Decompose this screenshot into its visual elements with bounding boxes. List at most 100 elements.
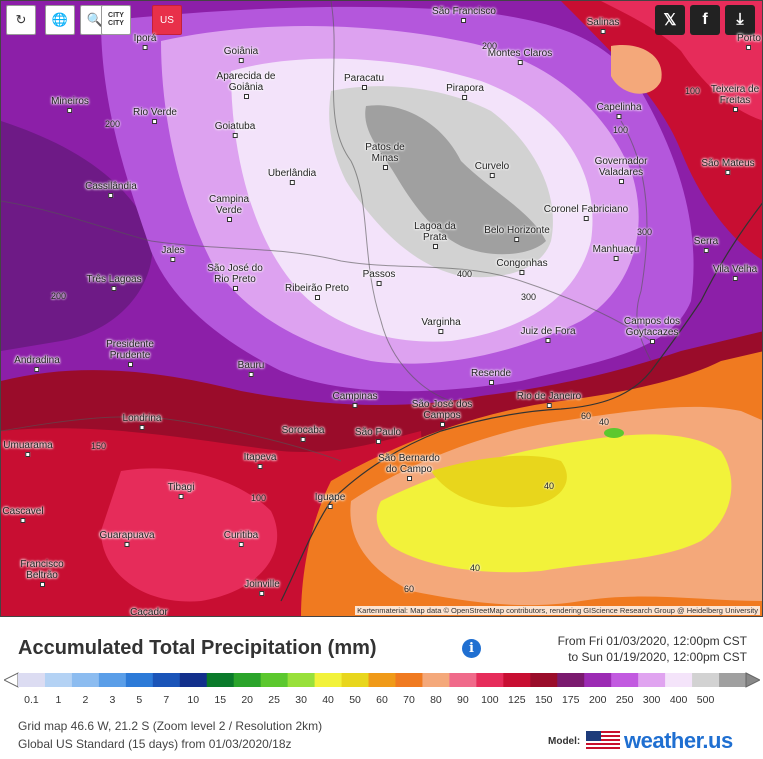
city-name: Tibagi: [167, 482, 195, 493]
city-marker: [406, 476, 412, 481]
legend-max-arrow: [745, 672, 760, 688]
city-label: Coronel Fabriciano: [544, 204, 628, 221]
precipitation-map[interactable]: ↻ 🌐 🔍 CITY CITY US 𝕏 f ⤓ São Francisco Sal…: [0, 0, 763, 617]
city-name: Governador Valadares: [594, 156, 648, 178]
city-marker: [376, 281, 382, 286]
legend-label: 250: [615, 694, 634, 706]
city-label: Cassilândia: [85, 181, 137, 198]
city-name: Caçador: [130, 607, 168, 617]
city-name: Campinas: [332, 391, 378, 402]
city-marker: [732, 276, 738, 281]
city-label: Resende: [471, 368, 511, 385]
legend-label: 40: [322, 694, 334, 706]
city-label: Congonhas: [496, 258, 548, 275]
legend-label: 15: [214, 694, 227, 706]
city-name: Presidente Prudente: [106, 339, 154, 361]
city-name: Patos de Minas: [365, 142, 405, 164]
city-name: Campos dos Goytacazes: [623, 316, 681, 338]
us-units-button[interactable]: US: [152, 5, 182, 35]
reload-button[interactable]: ↻: [6, 5, 36, 35]
legend-label: 60: [376, 694, 388, 706]
city-name: Varginha: [421, 317, 461, 328]
us-flag-icon: [586, 731, 620, 751]
city-label: Três Lagoas: [86, 274, 142, 291]
city-name: Andradina: [14, 355, 60, 366]
city-label: Curitiba: [224, 530, 258, 547]
city-label: São José dos Campos: [409, 399, 475, 427]
isoline-label: 100: [613, 125, 629, 135]
isoline-label: 300: [637, 227, 653, 237]
city-label: Jales: [161, 245, 185, 262]
isoline-label: 40: [470, 563, 481, 573]
legend-label: 150: [535, 694, 553, 706]
legend-label: 2: [82, 694, 89, 706]
city-label: Belo Horizonte: [484, 225, 550, 242]
city-marker: [232, 133, 238, 138]
legend-label: 80: [430, 694, 442, 706]
date-from: From Fri 01/03/2020, 12:00pm CST: [557, 634, 747, 648]
download-button[interactable]: ⤓: [725, 5, 755, 35]
isoline-label: 200: [482, 41, 498, 51]
globe-icon: 🌐: [51, 12, 69, 27]
weather-us-logo[interactable]: weather.us: [624, 728, 733, 753]
legend-swatch: [44, 673, 73, 687]
city-marker: [178, 494, 184, 499]
twitter-button[interactable]: 𝕏: [655, 5, 685, 35]
city-marker: [439, 422, 445, 427]
city-name: Serra: [693, 236, 719, 247]
map-attribution: Kartenmaterial: Map data © OpenStreetMap…: [355, 606, 760, 615]
legend-swatch: [503, 673, 531, 687]
city-toggle-button[interactable]: CITY CITY: [101, 5, 131, 35]
city-name: Curitiba: [223, 530, 259, 541]
city-label: Francisco Beltrão: [9, 559, 75, 587]
city-label: Varginha: [421, 317, 461, 334]
legend-label: 50: [349, 694, 361, 706]
legend-swatch: [449, 673, 477, 687]
city-label: Montes Claros: [488, 48, 552, 65]
city-marker: [243, 94, 249, 99]
legend-label: 100: [481, 694, 499, 706]
city-label: Mineiros: [51, 96, 89, 113]
city-label-bottom: CITY: [108, 20, 124, 27]
city-label: Itapeva: [243, 452, 277, 469]
legend-label: 200: [588, 694, 607, 706]
city-marker: [314, 295, 320, 300]
city-label: Sorocaba: [282, 425, 324, 442]
city-name: Capelinha: [596, 102, 642, 113]
legend-swatch: [665, 673, 693, 687]
city-marker: [725, 170, 731, 175]
city-marker: [583, 216, 589, 221]
facebook-button[interactable]: f: [690, 5, 720, 35]
city-marker: [238, 58, 244, 63]
city-name: Joinville: [244, 579, 280, 590]
city-name: São Paulo: [354, 427, 402, 438]
city-name: Belo Horizonte: [484, 225, 550, 236]
legend-swatch: [422, 673, 450, 687]
legend-swatch: [719, 673, 747, 687]
city-marker: [259, 591, 265, 596]
city-name: Itapeva: [243, 452, 277, 463]
city-marker: [327, 504, 333, 509]
legend-swatch: [638, 673, 666, 687]
city-label: Governador Valadares: [588, 156, 654, 184]
isoline-label: 400: [457, 269, 473, 279]
city-marker: [545, 338, 551, 343]
legend-swatch: [611, 673, 639, 687]
legend-swatch: [287, 673, 316, 687]
city-name: Ribeirão Preto: [285, 283, 349, 294]
city-marker: [438, 329, 444, 334]
legend-swatch: [530, 673, 558, 687]
legend-label: 500: [696, 694, 715, 706]
city-marker: [238, 542, 244, 547]
legend-min-arrow: [4, 672, 19, 688]
facebook-icon: f: [702, 11, 708, 28]
city-label: Capelinha: [596, 102, 642, 119]
info-icon[interactable]: i: [462, 639, 481, 658]
grid-info: Grid map 46.6 W, 21.2 S (Zoom level 2 / …: [18, 719, 323, 733]
city-name: São José dos Campos: [411, 399, 473, 421]
legend-label: 125: [508, 694, 526, 706]
globe-button[interactable]: 🌐: [45, 5, 75, 35]
city-name: Pirapora: [446, 83, 484, 94]
city-marker: [352, 403, 358, 408]
